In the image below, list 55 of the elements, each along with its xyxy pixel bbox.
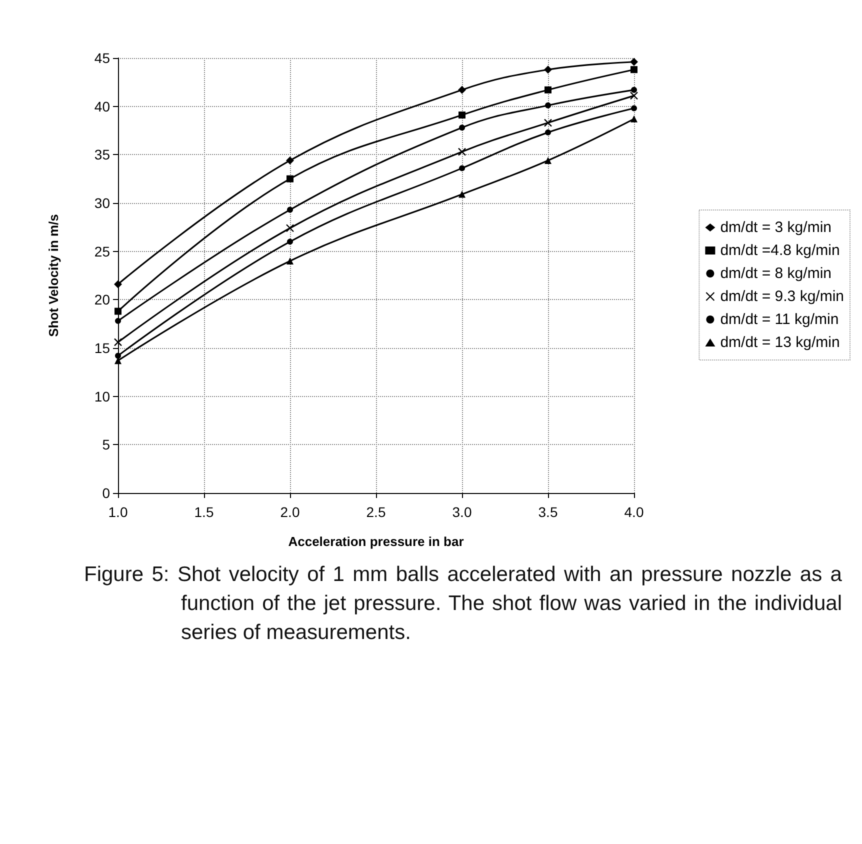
- point: [458, 190, 466, 198]
- point: [458, 86, 466, 94]
- point: [630, 115, 638, 122]
- point: [114, 308, 122, 315]
- point: [544, 156, 552, 164]
- x-tick-label: 3.0: [452, 504, 472, 520]
- y-tick-label: 30: [94, 195, 110, 211]
- x-axis-title: Acceleration pressure in bar: [288, 534, 464, 549]
- y-tick-label: 5: [102, 436, 110, 453]
- x-tick-label: 2.5: [366, 504, 386, 520]
- point: [287, 206, 293, 213]
- x-tick-label: 3.5: [538, 504, 558, 520]
- point: [545, 102, 551, 108]
- x-tick-label: 4.0: [624, 504, 644, 520]
- legend-label: dm/dt = 3 kg/min: [720, 219, 832, 236]
- point: [115, 352, 121, 359]
- legend-label: dm/dt = 8 kg/min: [720, 265, 832, 282]
- caption: Figure 5: Shot velocity of 1 mm balls accelerated with an pressure nozzle as a function of the jet pressure. The shot flow was varied in the individual series of measurements.: [84, 562, 842, 646]
- legend-label: dm/dt =4.8 kg/min: [720, 242, 840, 259]
- point: [631, 105, 637, 112]
- legend-label: dm/dt = 11 kg/min: [720, 311, 839, 328]
- y-tick-label: 40: [94, 98, 110, 114]
- legend-label: dm/dt = 13 kg/min: [720, 334, 840, 351]
- point: [459, 124, 465, 131]
- y-tick-label: 25: [94, 243, 110, 260]
- point: [544, 66, 552, 74]
- point: [115, 318, 121, 324]
- x-tick-label: 1.0: [108, 504, 128, 520]
- point: [544, 86, 552, 94]
- x-tick-label: 1.5: [194, 504, 214, 520]
- legend-label: dm/dt = 9.3 kg/min: [720, 288, 844, 305]
- y-tick-label: 0: [102, 485, 110, 501]
- y-tick-label: 45: [94, 50, 110, 66]
- point: [459, 165, 465, 172]
- y-tick-label: 15: [94, 340, 110, 356]
- point: [631, 86, 637, 93]
- point: [545, 129, 551, 136]
- y-tick-label: 20: [94, 292, 110, 308]
- x-tick-label: 2.0: [280, 504, 300, 520]
- point: [286, 175, 294, 182]
- point: [630, 58, 638, 66]
- y-axis-title: Shot Velocity in m/s: [46, 214, 61, 337]
- point: [287, 238, 293, 245]
- y-tick-label: 35: [94, 146, 110, 163]
- point: [114, 338, 122, 346]
- point: [458, 148, 466, 156]
- y-tick-label: 10: [94, 388, 110, 404]
- point: [286, 156, 294, 164]
- point: [286, 224, 294, 232]
- point: [286, 258, 294, 264]
- point: [544, 118, 552, 127]
- point: [630, 66, 638, 74]
- point: [114, 280, 122, 288]
- point: [458, 112, 466, 119]
- point: [630, 92, 638, 100]
